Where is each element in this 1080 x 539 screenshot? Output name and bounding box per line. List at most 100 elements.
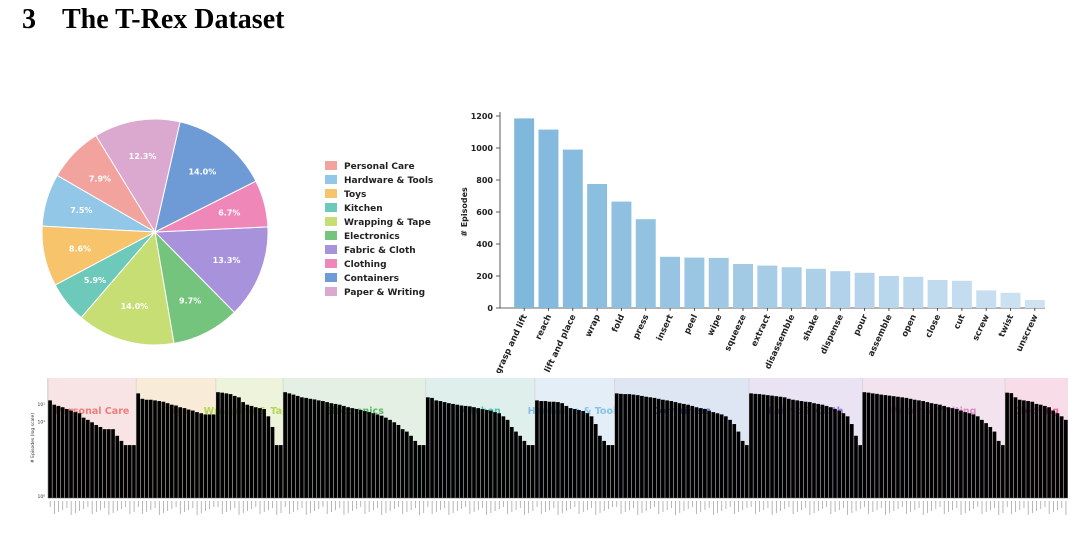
object-tick-stub	[1006, 501, 1008, 507]
object-tick-stub	[255, 501, 257, 507]
action-bar-chart: 0 200 400 600 800 1000 1200 # Episodes grasp and…	[460, 112, 1045, 373]
object-tick-stub	[889, 501, 891, 513]
object-bar	[350, 408, 355, 498]
pie-slice-label: 14.0%	[188, 167, 216, 176]
object-bar	[606, 445, 611, 498]
object-bar	[925, 402, 930, 498]
object-tick-stub	[792, 501, 794, 514]
object-bar	[799, 401, 804, 498]
object-tick-stub	[146, 501, 148, 512]
object-tick-stub	[704, 501, 706, 510]
object-bar	[816, 403, 821, 498]
object-bar	[455, 404, 460, 498]
object-bar	[854, 435, 858, 498]
object-tick-stub	[83, 501, 85, 509]
object-tick-stub	[981, 501, 983, 514]
object-bar	[917, 400, 921, 498]
object-tick-stub	[519, 501, 521, 508]
object-bar	[656, 398, 661, 498]
object-bar	[568, 408, 573, 498]
object-bar	[220, 392, 224, 498]
object-bar	[610, 445, 615, 498]
object-tick-stub	[566, 501, 567, 511]
y-tick-label: 800	[476, 176, 493, 185]
object-tick-stub	[696, 501, 697, 514]
object-bar	[862, 392, 867, 498]
object-tick-stub	[66, 501, 68, 508]
bar-close	[927, 280, 948, 308]
object-bar	[111, 429, 115, 498]
object-tick-stub	[456, 501, 458, 511]
object-bar	[631, 394, 636, 498]
object-bar	[778, 396, 783, 498]
category-label: Personal Care	[55, 406, 130, 417]
object-tick-stub	[314, 501, 315, 511]
object-bar	[102, 429, 107, 498]
object-bar	[946, 407, 951, 498]
object-bar	[1055, 413, 1060, 498]
object-bar	[543, 401, 548, 498]
legend-label: Toys	[344, 190, 366, 200]
object-tick-stub	[830, 501, 832, 514]
object-tick-stub	[960, 501, 962, 515]
object-bar	[174, 405, 178, 498]
object-bar	[572, 409, 577, 498]
object-bar	[161, 401, 166, 498]
object-tick-stub	[763, 501, 765, 510]
object-bar	[732, 424, 737, 498]
object-tick-stub	[729, 501, 731, 507]
object-bar	[253, 407, 258, 498]
object-tick-stub	[943, 501, 945, 514]
object-bar	[807, 402, 812, 498]
object-bar	[98, 426, 103, 498]
object-bar	[182, 408, 187, 498]
object-bar	[321, 401, 325, 498]
object-tick-stub	[738, 501, 739, 512]
object-bar	[866, 392, 871, 498]
section-title: The T-Rex Dataset	[62, 4, 285, 35]
object-tick-stub	[637, 501, 639, 515]
object-tick-stub	[230, 501, 231, 510]
object-bar	[165, 403, 170, 498]
object-bar	[1026, 401, 1030, 498]
object-tick-stub	[427, 501, 429, 507]
object-tick-stub	[200, 501, 202, 513]
object-bar	[988, 426, 993, 498]
object-bar	[644, 396, 648, 498]
object-tick-stub	[922, 501, 924, 515]
object-tick-stub	[1011, 501, 1012, 514]
pie-slice-label: 7.9%	[89, 174, 111, 183]
pie-legend: Personal Care Hardware & Tools Toys Kitchen…	[325, 161, 433, 298]
object-bar	[782, 397, 787, 498]
object-bar	[64, 409, 69, 498]
pie-slice-label: 14.0%	[121, 302, 149, 311]
object-tick-stub	[104, 501, 106, 508]
object-bar	[698, 408, 703, 498]
object-bar	[728, 419, 732, 498]
object-bar	[81, 417, 86, 498]
object-bar	[417, 445, 422, 498]
object-tick-stub	[948, 501, 949, 512]
object-tick-stub	[671, 501, 672, 508]
object-bar	[329, 403, 334, 498]
object-bar	[765, 395, 770, 498]
object-tick-stub	[931, 501, 932, 511]
object-tick-stub	[196, 501, 198, 515]
object-bar	[795, 400, 800, 498]
object-tick-stub	[238, 501, 240, 515]
object-bar	[430, 397, 434, 498]
object-bar	[312, 399, 317, 498]
object-bar	[1064, 419, 1068, 498]
object-tick-stub	[536, 501, 538, 507]
object-bar	[501, 416, 506, 498]
object-tick-stub	[557, 501, 559, 515]
object-bar	[1051, 410, 1056, 498]
object-tick-stub	[780, 501, 781, 511]
object-tick-stub	[864, 501, 865, 507]
object-tick-stub	[1023, 501, 1025, 508]
object-bar	[551, 401, 556, 498]
object-tick-stub	[549, 501, 551, 510]
object-tick-stub	[62, 501, 64, 510]
bar-shake	[806, 268, 826, 308]
object-tick-stub	[352, 501, 353, 511]
